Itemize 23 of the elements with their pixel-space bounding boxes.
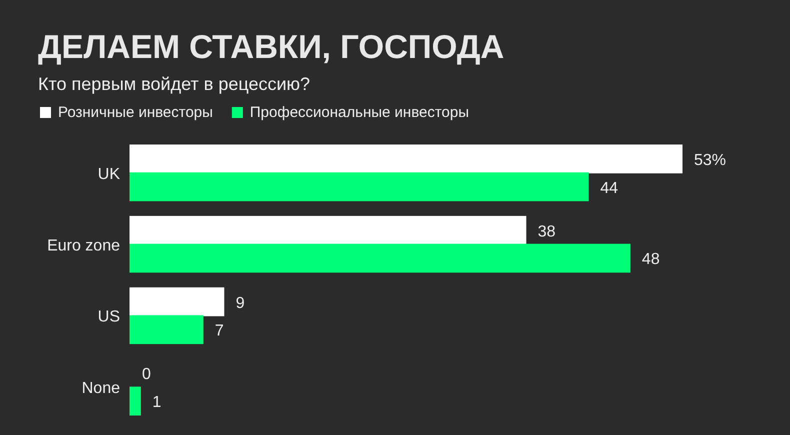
data-label: 48 (642, 251, 660, 268)
chart-title: ДЕЛАЕМ СТАВКИ, ГОСПОДА (38, 28, 504, 65)
bar (130, 287, 224, 316)
y-tick-label: UK (98, 166, 120, 183)
bar (130, 172, 589, 202)
bar (130, 386, 141, 416)
y-tick-label: US (98, 308, 120, 326)
data-label: 53% (694, 152, 726, 169)
y-tick-label: Euro zone (47, 237, 120, 254)
data-label: 7 (214, 322, 224, 340)
data-label: 0 (142, 366, 151, 384)
bar (130, 216, 526, 245)
data-label: 38 (538, 223, 556, 240)
legend-label: Профессиональные инвесторы (250, 104, 470, 121)
bar (130, 144, 682, 174)
legend-label: Розничные инвесторы (58, 104, 213, 121)
y-tick-label: None (82, 380, 120, 398)
data-label: 1 (152, 394, 162, 412)
bar (130, 244, 630, 273)
bar (130, 315, 204, 344)
data-label: 9 (236, 294, 245, 312)
chart-subtitle: Кто первым войдет в рецессию? (38, 74, 310, 94)
data-label: 44 (600, 180, 618, 197)
